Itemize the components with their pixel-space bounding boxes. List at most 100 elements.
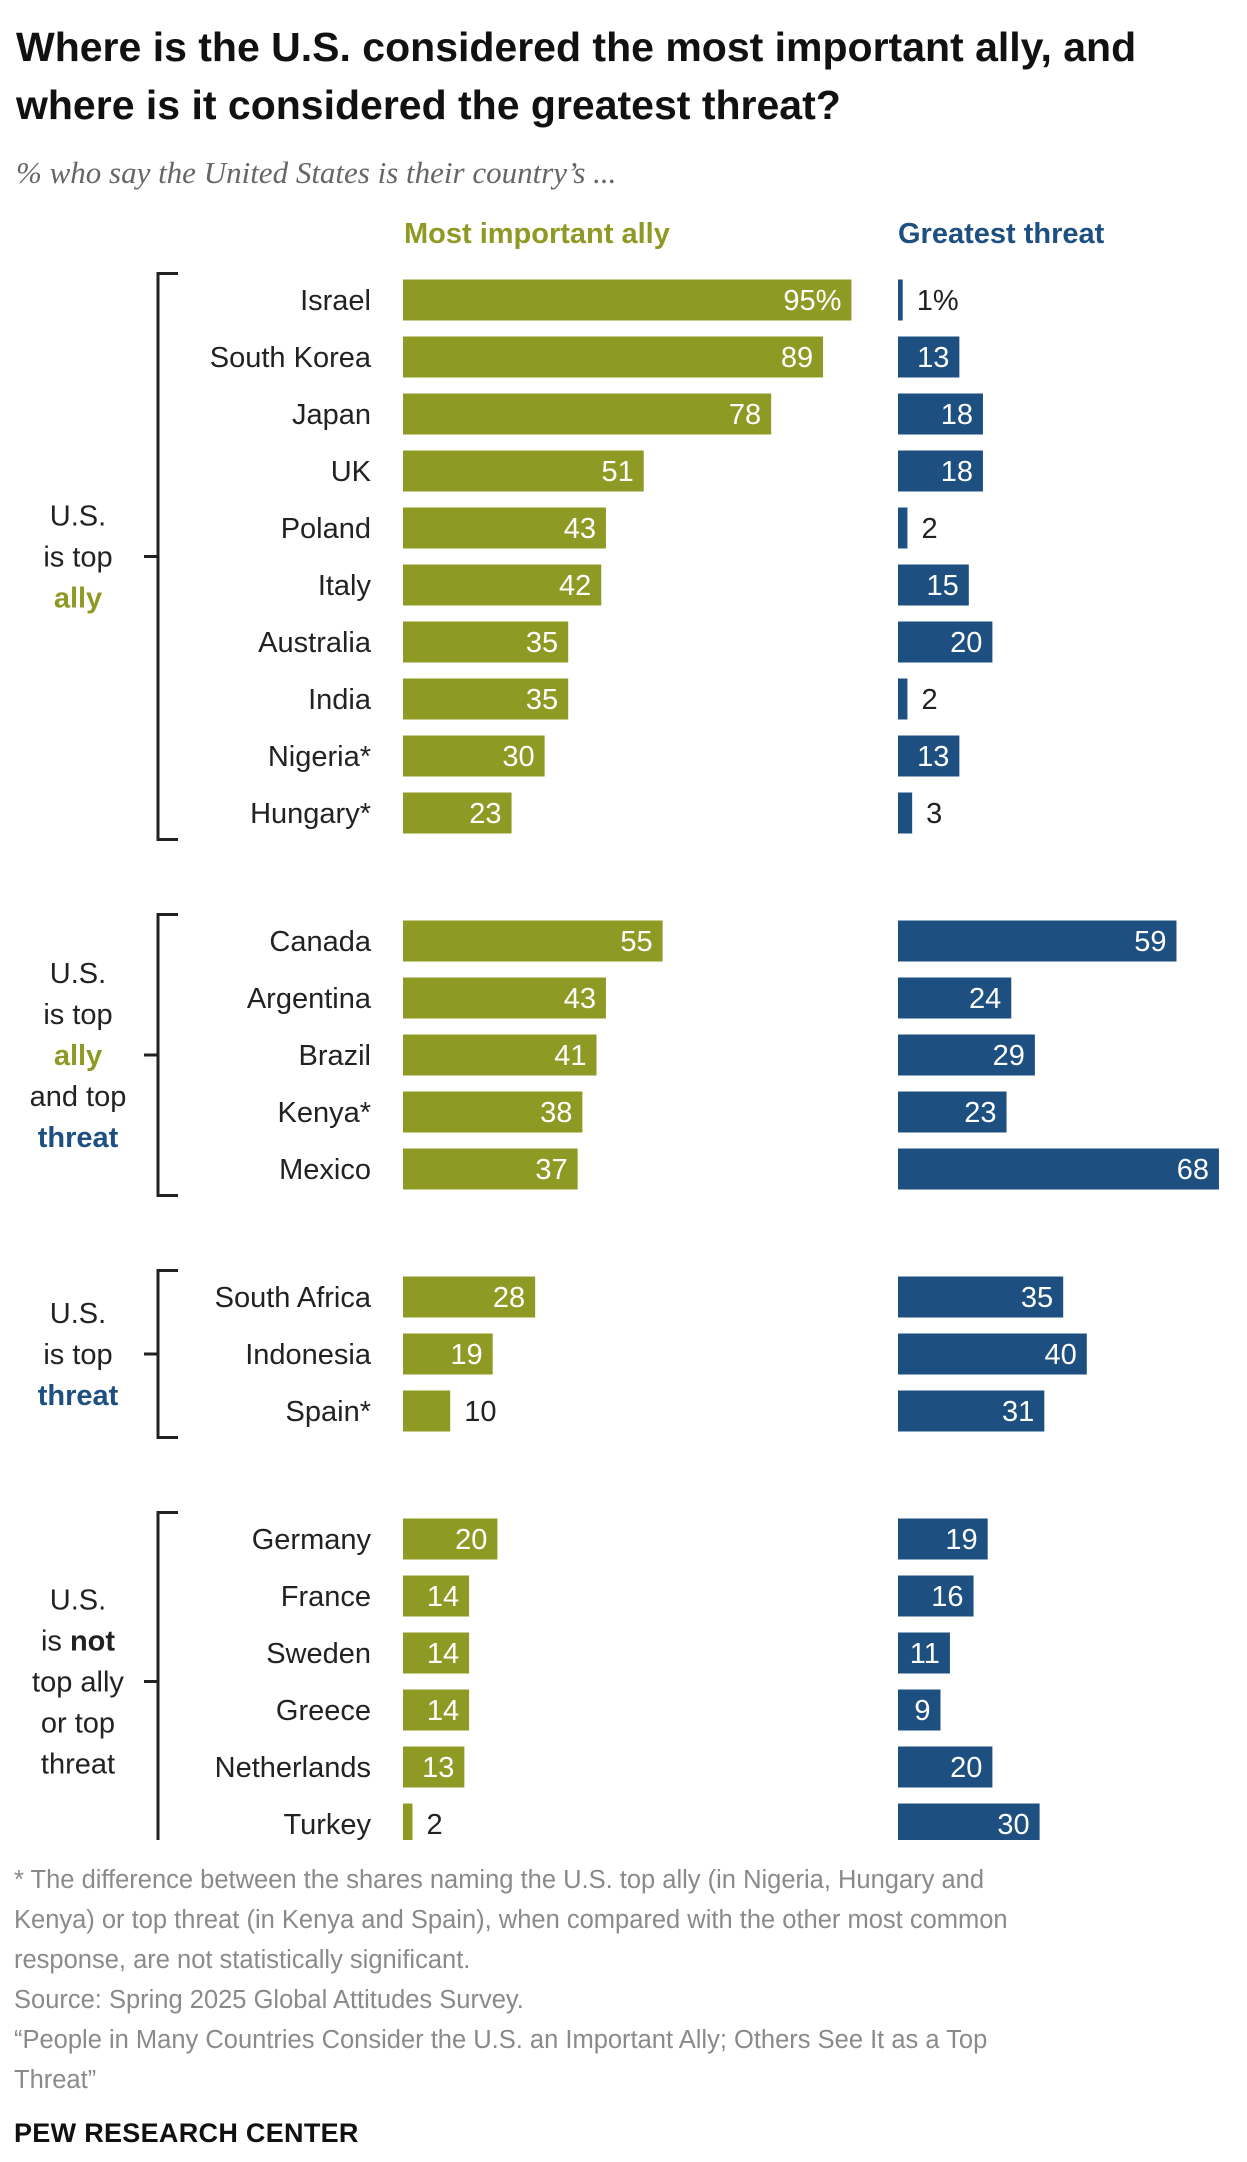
threat-bar xyxy=(898,450,983,492)
threat-bar xyxy=(898,279,903,321)
threat-bar xyxy=(898,336,960,378)
report-title-line: Threat” xyxy=(14,2066,97,2094)
category-label: France xyxy=(281,1581,371,1613)
ally-value-label: 41 xyxy=(554,1040,586,1072)
group-label: is top xyxy=(43,1339,112,1371)
ally-value-label: 95% xyxy=(783,285,841,317)
ally-bar xyxy=(403,621,569,663)
ally-bar xyxy=(403,1276,536,1318)
threat-bar xyxy=(898,1803,1040,1840)
threat-bar xyxy=(898,1276,1064,1318)
group-bracket xyxy=(144,1269,178,1439)
group-label: is top xyxy=(43,542,112,574)
category-label: Spain* xyxy=(286,1396,371,1428)
ally-bar xyxy=(403,678,569,720)
ally-value-label: 14 xyxy=(427,1695,459,1727)
group-label-part: is top xyxy=(43,1339,112,1371)
group-bracket xyxy=(144,272,178,841)
ally-bar xyxy=(403,977,606,1019)
ally-value-label: 43 xyxy=(564,513,596,545)
ally-value-label: 51 xyxy=(601,456,633,488)
threat-value-label: 29 xyxy=(993,1040,1025,1072)
ally-value-label: 38 xyxy=(540,1097,572,1129)
ally-bar xyxy=(403,1689,470,1731)
threat-value-label: 68 xyxy=(1177,1154,1209,1186)
threat-bar xyxy=(898,1575,974,1617)
group-label: is not xyxy=(41,1626,115,1658)
category-label: Germany xyxy=(252,1524,372,1556)
category-label: Brazil xyxy=(298,1040,371,1072)
group-label-part: threat xyxy=(41,1749,115,1781)
ally-value-label: 89 xyxy=(781,342,813,374)
ally-value-label: 78 xyxy=(729,399,761,431)
category-label: Kenya* xyxy=(277,1097,371,1129)
group-label-part: is xyxy=(41,1626,70,1658)
group-label: is top xyxy=(43,999,112,1031)
footnote-line: Kenya) or top threat (in Kenya and Spain… xyxy=(14,1906,1008,1934)
group-label: threat xyxy=(41,1749,115,1781)
ally-bar xyxy=(403,1575,470,1617)
threat-column-header: Greatest threat xyxy=(898,218,1105,250)
threat-bar xyxy=(898,1148,1219,1190)
group-label-part: threat xyxy=(38,1122,119,1154)
ally-bar xyxy=(403,1803,413,1840)
group-label: U.S. xyxy=(50,1585,106,1617)
group-label-part: ally xyxy=(54,583,102,615)
threat-value-label: 23 xyxy=(964,1097,996,1129)
ally-value-label: 23 xyxy=(469,798,501,830)
threat-value-label: 31 xyxy=(1002,1396,1034,1428)
category-label: South Africa xyxy=(215,1282,372,1314)
threat-bar xyxy=(898,1333,1087,1375)
category-label: India xyxy=(308,684,372,716)
ally-bar xyxy=(403,564,602,606)
ally-value-label: 28 xyxy=(493,1282,525,1314)
group-bracket xyxy=(144,913,178,1197)
ally-bar xyxy=(403,279,852,321)
ally-value-label: 43 xyxy=(564,983,596,1015)
threat-value-label: 13 xyxy=(917,741,949,773)
category-label: Nigeria* xyxy=(268,741,371,773)
threat-bar xyxy=(898,1091,1007,1133)
ally-value-label: 42 xyxy=(559,570,591,602)
ally-value-label: 20 xyxy=(455,1524,487,1556)
group-label-part: not xyxy=(70,1626,115,1658)
threat-bar xyxy=(898,621,993,663)
threat-bar xyxy=(898,1390,1045,1432)
threat-value-label: 19 xyxy=(945,1524,977,1556)
threat-value-label: 35 xyxy=(1021,1282,1053,1314)
threat-value-label: 3 xyxy=(926,798,942,830)
group-label: or top xyxy=(41,1708,115,1740)
threat-value-label: 13 xyxy=(917,342,949,374)
group-label-part: U.S. xyxy=(50,501,106,533)
ally-value-label: 14 xyxy=(427,1638,459,1670)
group-label: ally xyxy=(54,1040,102,1072)
group-label-part: ally xyxy=(54,1040,102,1072)
threat-bar xyxy=(898,1518,988,1560)
ally-bar xyxy=(403,393,772,435)
category-label: Japan xyxy=(292,399,371,431)
ally-bar xyxy=(403,507,606,549)
report-title-line: “People in Many Countries Consider the U… xyxy=(14,2026,988,2054)
threat-value-label: 15 xyxy=(927,570,959,602)
threat-bar xyxy=(898,1689,941,1731)
group-label: threat xyxy=(38,1380,119,1412)
category-label: Hungary* xyxy=(250,798,371,830)
threat-value-label: 16 xyxy=(931,1581,963,1613)
group-label-part: U.S. xyxy=(50,958,106,990)
ally-bar xyxy=(403,336,824,378)
threat-bar xyxy=(898,1746,993,1788)
threat-value-label: 18 xyxy=(941,456,973,488)
category-label: Italy xyxy=(318,570,372,602)
threat-value-label: 11 xyxy=(910,1638,940,1670)
threat-value-label: 1% xyxy=(917,285,959,317)
chart-subtitle: % who say the United States is their cou… xyxy=(16,155,617,190)
ally-value-label: 35 xyxy=(526,627,558,659)
source-organization: PEW RESEARCH CENTER xyxy=(14,2118,359,2148)
ally-value-label: 19 xyxy=(450,1339,482,1371)
ally-bar xyxy=(403,1148,578,1190)
category-label: Argentina xyxy=(247,983,372,1015)
ally-bar xyxy=(403,1518,498,1560)
threat-bar xyxy=(898,507,908,549)
ally-bar xyxy=(403,1390,451,1432)
category-label: Australia xyxy=(258,627,372,659)
